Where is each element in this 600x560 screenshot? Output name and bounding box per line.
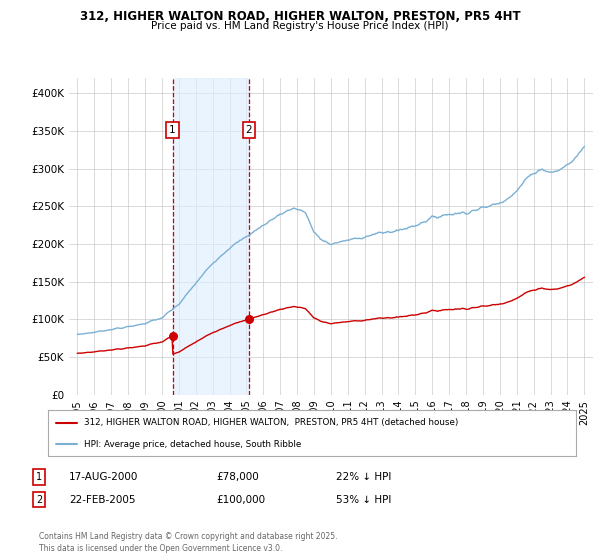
Text: Price paid vs. HM Land Registry's House Price Index (HPI): Price paid vs. HM Land Registry's House …	[151, 21, 449, 31]
Text: 312, HIGHER WALTON ROAD, HIGHER WALTON, PRESTON, PR5 4HT: 312, HIGHER WALTON ROAD, HIGHER WALTON, …	[80, 10, 520, 23]
Bar	[173, 78, 249, 395]
Text: HPI: Average price, detached house, South Ribble: HPI: Average price, detached house, Sout…	[84, 440, 301, 449]
Text: 1: 1	[36, 472, 42, 482]
Text: 2: 2	[36, 494, 42, 505]
Text: 1: 1	[169, 125, 176, 134]
Text: 2: 2	[245, 125, 252, 134]
Text: 22-FEB-2005: 22-FEB-2005	[69, 494, 136, 505]
Text: 22% ↓ HPI: 22% ↓ HPI	[336, 472, 391, 482]
Text: 17-AUG-2000: 17-AUG-2000	[69, 472, 139, 482]
Text: 53% ↓ HPI: 53% ↓ HPI	[336, 494, 391, 505]
Text: Contains HM Land Registry data © Crown copyright and database right 2025.
This d: Contains HM Land Registry data © Crown c…	[39, 533, 337, 553]
Text: £100,000: £100,000	[216, 494, 265, 505]
Text: 312, HIGHER WALTON ROAD, HIGHER WALTON,  PRESTON, PR5 4HT (detached house): 312, HIGHER WALTON ROAD, HIGHER WALTON, …	[84, 418, 458, 427]
Text: £78,000: £78,000	[216, 472, 259, 482]
